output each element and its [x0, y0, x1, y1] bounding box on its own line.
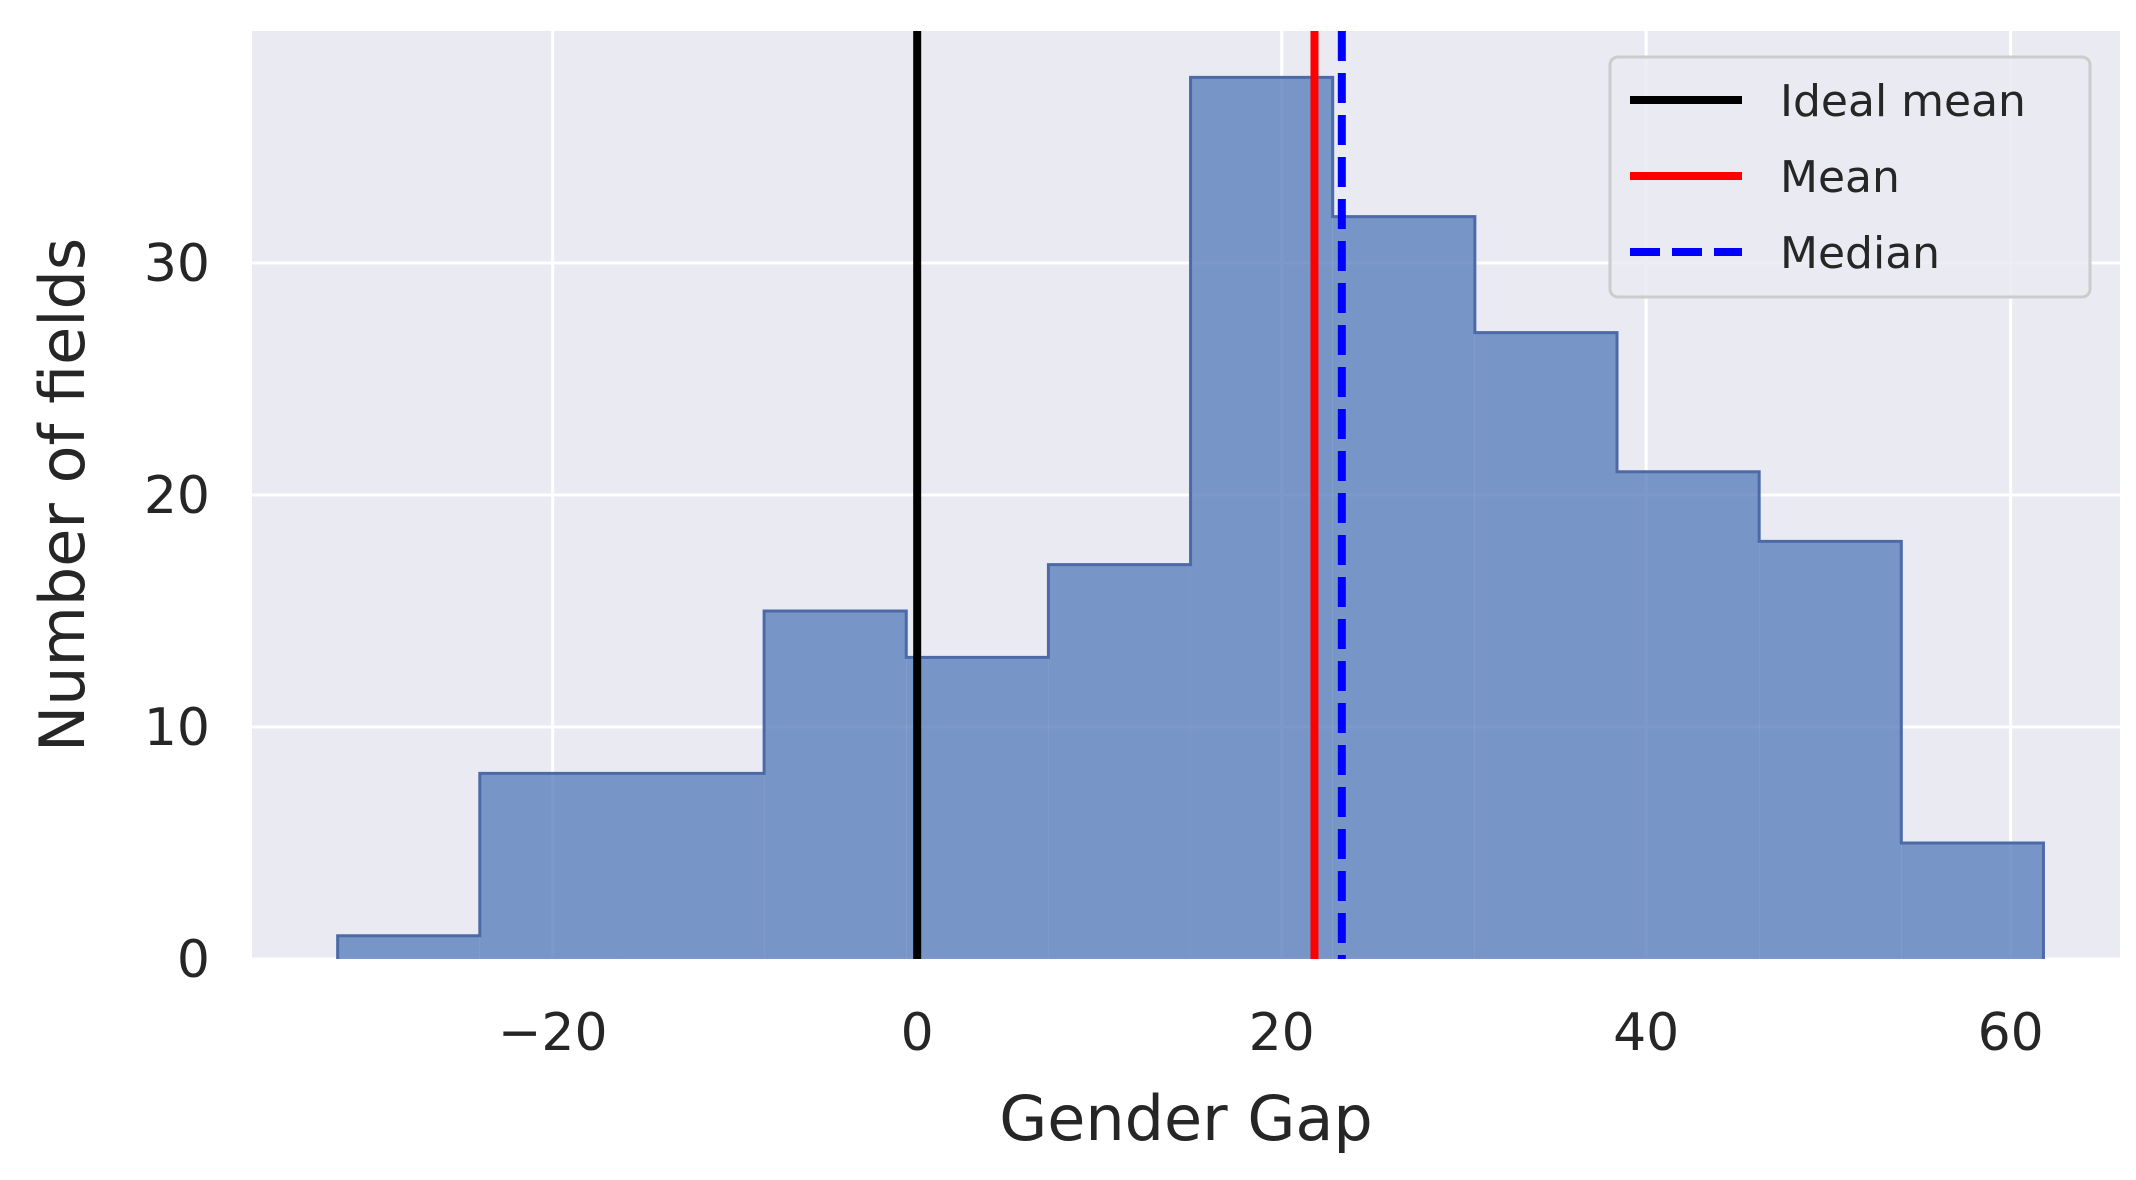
histogram-bar [479, 773, 622, 959]
x-tick-label: 0 [901, 1003, 934, 1063]
legend-label: Mean [1780, 152, 1900, 203]
reference-lines [913, 31, 1346, 959]
legend-frame [1608, 55, 2092, 299]
histogram-bar [337, 935, 480, 959]
histogram-bar [1048, 564, 1191, 959]
x-axis-title: Gender Gap [999, 1082, 1373, 1155]
histogram-bar [1332, 216, 1475, 960]
y-tick-label: 0 [177, 930, 210, 990]
histogram-bar [1617, 471, 1760, 959]
x-tick-label: 40 [1613, 1003, 1679, 1063]
y-tick-label: 20 [144, 466, 210, 526]
histogram-bar [1190, 77, 1333, 959]
histogram-bar [1759, 541, 1902, 959]
y-axis-title: Number of fields [26, 238, 99, 752]
y-tick-label: 10 [144, 698, 210, 758]
histogram-bars [336, 75, 2045, 960]
histogram-outline [336, 75, 2045, 959]
histogram-bar [1474, 332, 1618, 960]
y-tick-label: 30 [144, 234, 210, 294]
x-tick-label: 20 [1249, 1003, 1315, 1063]
legend: Ideal mean Mean Median [1608, 55, 2092, 299]
histogram-bar [764, 611, 907, 959]
y-axis-ticks: 0 10 20 30 [144, 234, 210, 990]
histogram-bar [906, 657, 1049, 959]
legend-label: Median [1780, 228, 1940, 279]
x-tick-label: 60 [1978, 1003, 2044, 1063]
x-axis-ticks: −20 0 20 40 60 [498, 1003, 2044, 1063]
legend-label: Ideal mean [1780, 76, 2026, 127]
x-tick-label: −20 [498, 1003, 608, 1063]
histogram-bar [1901, 843, 2044, 959]
histogram-bar [621, 773, 765, 959]
